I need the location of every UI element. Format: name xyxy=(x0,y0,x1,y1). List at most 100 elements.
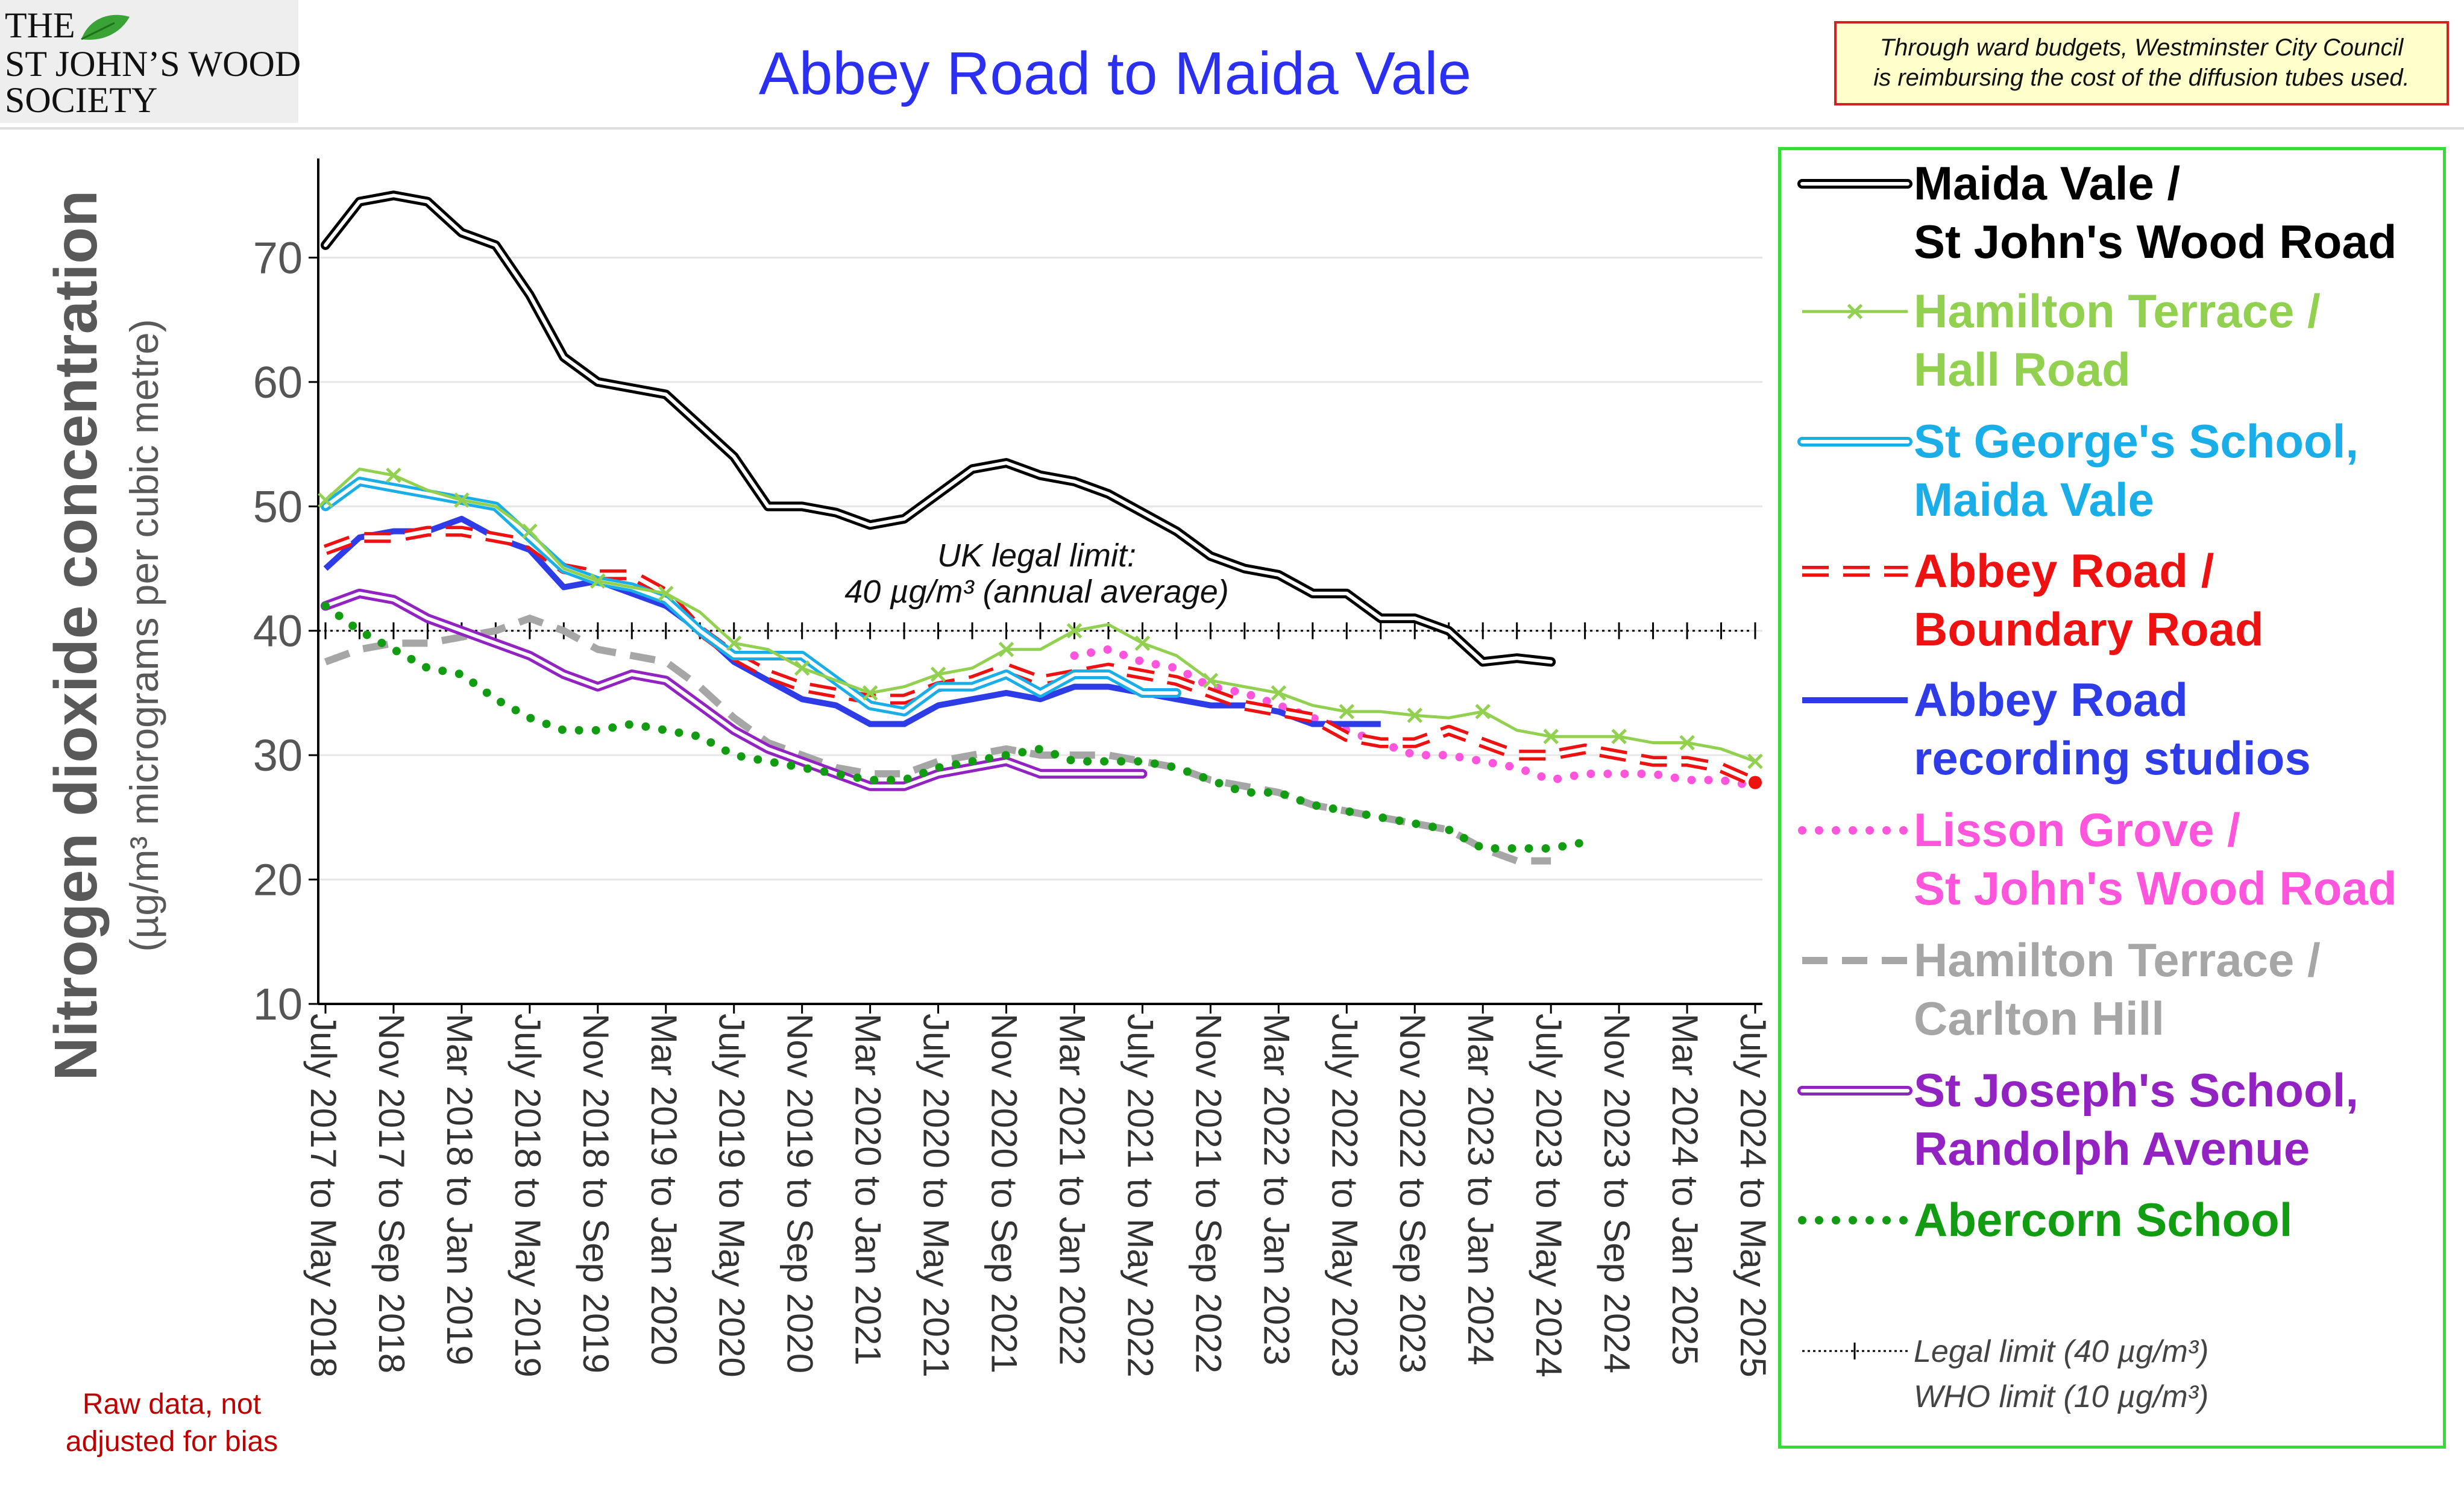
series-point-marker xyxy=(1134,635,1151,651)
legend-label-line: Lisson Grove / xyxy=(1914,803,2240,856)
series-point-marker xyxy=(862,685,878,701)
y-tick-label: 10 xyxy=(253,979,303,1029)
x-tick-label: Mar 2022 to Jan 2023 xyxy=(1256,1014,1296,1365)
y-axis-title: Nitrogen dioxide concentration xyxy=(42,190,110,1081)
x-tick-label: Nov 2022 to Sep 2023 xyxy=(1392,1014,1433,1373)
series-8 xyxy=(321,601,1589,853)
raw-data-note: Raw data, not adjusted for bias xyxy=(42,1386,301,1461)
x-tick-label: July 2021 to May 2022 xyxy=(1120,1014,1160,1378)
series-5 xyxy=(1070,645,1759,791)
series-point-marker xyxy=(318,492,333,508)
legend-label-line: Hamilton Terrace / xyxy=(1914,933,2321,986)
limit-annotation-line-2: 40 µg/m³ (annual average) xyxy=(844,574,1228,610)
series-0 xyxy=(321,190,1556,667)
legend-label-line: Boundary Road xyxy=(1914,603,2264,656)
legend-label-line: Randolph Avenue xyxy=(1914,1122,2310,1175)
legend-label-line: St John's Wood Road xyxy=(1914,215,2396,268)
limit-annotation-line-1: UK legal limit: xyxy=(937,538,1136,574)
who-limit-note: WHO limit (10 µg/m³) xyxy=(1914,1379,2208,1414)
x-tick-label: Nov 2023 to Sep 2024 xyxy=(1597,1014,1637,1373)
series-point-marker xyxy=(794,660,810,676)
chart-title: Abbey Road to Maida Vale xyxy=(758,40,1472,107)
y-tick-label: 30 xyxy=(253,730,303,780)
series-point-marker xyxy=(1747,753,1763,770)
x-tick-label: Mar 2018 to Jan 2019 xyxy=(439,1014,480,1365)
legend-label-line: Maida Vale / xyxy=(1914,157,2180,210)
x-tick-label: July 2024 to May 2025 xyxy=(1733,1014,1773,1378)
legend-marker xyxy=(1847,304,1863,319)
chart-frame xyxy=(0,127,2464,1486)
raw-note-line-2: adjusted for bias xyxy=(65,1426,278,1458)
series-line xyxy=(1070,645,1759,791)
funding-note-line-2: is reimbursing the cost of the diffusion… xyxy=(1873,64,2410,91)
x-tick-label: Mar 2021 to Jan 2022 xyxy=(1052,1014,1092,1365)
x-tick-label: Nov 2021 to Sep 2022 xyxy=(1188,1014,1228,1373)
y-tick-label: 70 xyxy=(253,233,303,283)
legend-label-line: St George's School, xyxy=(1914,415,2359,468)
logo-line-1: THE xyxy=(5,5,75,45)
x-tick-label: July 2019 to May 2020 xyxy=(712,1014,752,1378)
x-tick-label: Nov 2019 to Sep 2020 xyxy=(780,1014,820,1373)
legend-label-line: recording studios xyxy=(1914,732,2311,785)
x-tick-label: July 2023 to May 2024 xyxy=(1529,1014,1569,1378)
legend-label-line: St John's Wood Road xyxy=(1914,862,2396,915)
x-tick-label: July 2022 to May 2023 xyxy=(1324,1014,1365,1378)
y-tick-label: 20 xyxy=(253,855,303,905)
series-point-marker xyxy=(930,666,946,682)
series-point-marker xyxy=(1679,735,1695,751)
funding-note: Through ward budgets, Westminster City C… xyxy=(1834,21,2449,105)
legend-label-line: Abercorn School xyxy=(1914,1193,2292,1246)
y-axis-subtitle: (µg/m³ micrograms per cubic metre) xyxy=(122,319,166,951)
series-point-marker xyxy=(1202,672,1219,689)
leaf-icon xyxy=(81,14,130,40)
series-point-marker xyxy=(454,492,470,508)
series-line-inner xyxy=(324,193,1553,664)
y-tick-label: 40 xyxy=(253,606,303,656)
x-tick-label: Nov 2017 to Sep 2018 xyxy=(371,1014,412,1373)
series-point-marker xyxy=(1407,707,1423,723)
x-tick-label: Mar 2024 to Jan 2025 xyxy=(1665,1014,1705,1365)
x-tick-label: Mar 2023 to Jan 2024 xyxy=(1460,1014,1501,1365)
society-logo: THE ST JOHN’S WOOD SOCIETY xyxy=(0,0,301,123)
x-tick-label: Mar 2020 to Jan 2021 xyxy=(848,1014,888,1365)
series-1 xyxy=(324,467,1756,763)
x-tick-label: July 2020 to May 2021 xyxy=(916,1014,957,1378)
series-point-marker xyxy=(1066,622,1083,639)
series-point-marker xyxy=(590,573,606,589)
legal-limit-note: Legal limit (40 µg/m³) xyxy=(1914,1334,2208,1369)
legend-label-line: Carlton Hill xyxy=(1914,992,2164,1045)
y-tick-label: 60 xyxy=(253,357,303,407)
legend-box xyxy=(1778,147,2446,1449)
series-7 xyxy=(321,588,1148,791)
legend-label-line: Abbey Road / xyxy=(1914,544,2214,597)
series-point-marker xyxy=(726,635,742,651)
x-tick-label: July 2017 to May 2018 xyxy=(303,1014,344,1378)
series-point-marker xyxy=(658,586,674,601)
funding-note-line-1: Through ward budgets, Westminster City C… xyxy=(1879,34,2404,61)
legend-label-line: St Joseph's School, xyxy=(1914,1064,2359,1117)
series-point-marker xyxy=(1611,729,1627,744)
raw-note-line-1: Raw data, not xyxy=(82,1388,262,1420)
series-line-inner xyxy=(324,591,1145,788)
series-point-marker xyxy=(1271,685,1287,701)
series-point-marker xyxy=(386,467,401,483)
logo-line-3: SOCIETY xyxy=(5,80,158,120)
series-line xyxy=(324,467,1756,763)
y-tick-label: 50 xyxy=(253,481,303,531)
x-tick-label: Mar 2019 to Jan 2020 xyxy=(644,1014,684,1365)
legend-label-line: Maida Vale xyxy=(1914,473,2154,526)
series-point-marker xyxy=(1339,704,1355,719)
series-point-marker xyxy=(998,641,1014,657)
series-end-marker xyxy=(1749,776,1762,789)
x-tick-label: Nov 2020 to Sep 2021 xyxy=(984,1014,1025,1373)
series-line xyxy=(321,601,1589,853)
x-tick-label: July 2018 to May 2019 xyxy=(508,1014,548,1378)
x-tick-label: Nov 2018 to Sep 2019 xyxy=(576,1014,616,1373)
legend-label-line: Abbey Road xyxy=(1914,673,2188,726)
legend-label-line: Hamilton Terrace / xyxy=(1914,284,2321,337)
series-point-marker xyxy=(522,523,538,539)
logo-line-2: ST JOHN’S WOOD xyxy=(5,44,301,84)
series-point-marker xyxy=(1475,704,1491,719)
series-point-marker xyxy=(1543,729,1559,744)
